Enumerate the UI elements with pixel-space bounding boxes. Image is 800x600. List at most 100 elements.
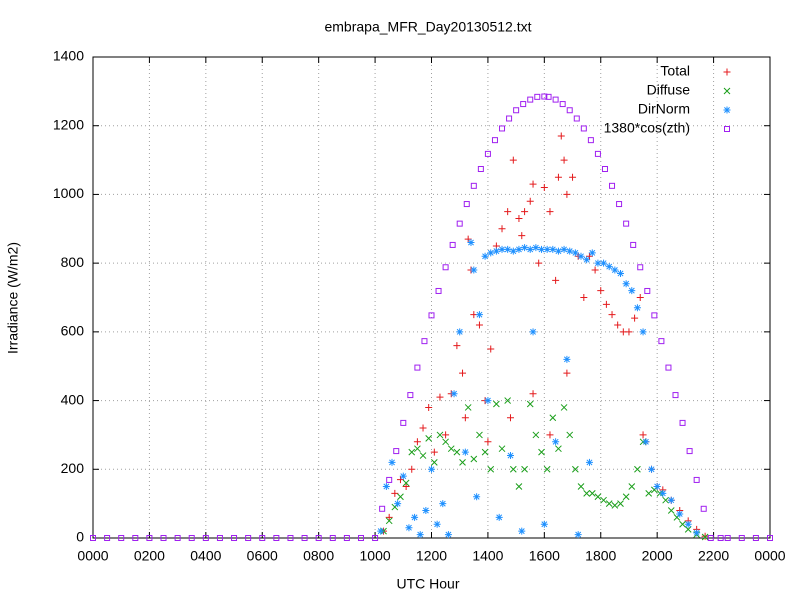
point [667,496,675,504]
point [563,355,571,363]
x-axis-label: UTC Hour [396,576,459,592]
point [498,225,506,233]
point [608,311,616,319]
point [484,397,492,405]
point [767,535,773,541]
point [377,527,385,535]
point [447,445,455,453]
point [532,244,540,252]
point [393,448,400,455]
point [425,403,433,411]
point [574,531,582,539]
point [665,364,672,371]
y-tick-label: 1000 [53,185,84,201]
point [611,502,619,509]
point [540,520,548,528]
point [679,520,686,528]
point [609,182,616,189]
point [273,535,280,541]
point [495,513,503,521]
point [518,527,526,535]
point [616,201,623,208]
point [684,520,692,528]
point [419,424,427,432]
point [585,458,593,466]
point [259,535,266,541]
point [456,328,464,336]
point [560,245,568,253]
point [419,452,427,459]
point [686,448,693,455]
point [504,208,512,216]
point [623,220,630,227]
point [545,93,552,100]
x-tick-label: 1200 [416,548,447,564]
point [521,244,529,252]
point [752,535,759,541]
point [444,531,452,539]
legend-label: 1380*cos(zth) [604,120,690,136]
legend-symbol [723,106,731,114]
point [481,252,489,260]
point [439,500,447,508]
point [436,393,444,401]
legend-symbol [723,87,731,95]
point [450,390,458,398]
point [549,414,557,422]
point [414,364,421,371]
point [637,264,644,271]
point [405,524,413,532]
point [526,197,534,205]
point [580,125,587,132]
point [521,208,529,216]
x-tick-label: 0400 [190,548,221,564]
legend-label: DirNorm [638,101,690,117]
x-tick-label: 1600 [529,548,560,564]
point [738,535,745,541]
point [580,294,588,301]
point [549,245,557,253]
point [557,132,565,140]
point [707,535,714,541]
point [622,280,630,288]
point [416,531,424,539]
point [601,166,608,173]
point [552,96,559,103]
point [554,173,562,181]
point [433,520,441,528]
point [597,287,605,295]
y-tick-label: 800 [61,254,85,270]
y-tick-label: 600 [61,323,85,339]
point [498,245,506,253]
x-tick-label: 1000 [360,548,391,564]
x-tick-label: 2200 [698,548,729,564]
x-tick-label: 0600 [247,548,278,564]
point [146,535,153,541]
point [315,535,322,541]
point [245,535,252,541]
point [407,392,414,399]
x-tick-label: 1800 [585,548,616,564]
point [684,526,692,533]
point [529,180,537,188]
point [492,247,500,255]
point [630,241,637,248]
point [594,493,602,501]
point [639,431,647,439]
point [634,465,641,473]
point [464,404,472,411]
point [487,345,495,353]
point [543,465,551,473]
point [552,438,560,446]
point [520,101,527,108]
point [104,535,111,541]
point [559,101,566,108]
point [202,535,209,541]
x-tick-label: 1400 [472,548,503,564]
point [529,328,537,336]
point [425,435,433,442]
point [653,482,661,490]
point [421,338,428,345]
